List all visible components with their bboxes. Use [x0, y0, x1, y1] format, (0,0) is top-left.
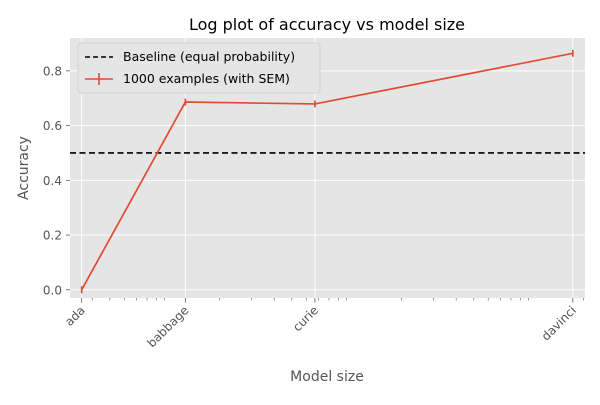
- y-axis-label: Accuracy: [16, 136, 32, 200]
- x-tick-label: curie: [290, 303, 321, 334]
- legend: Baseline (equal probability) 1000 exampl…: [78, 43, 320, 93]
- x-tick-label: babbage: [144, 303, 191, 350]
- legend-baseline-label: Baseline (equal probability): [123, 49, 295, 64]
- y-tick-label: 0.6: [43, 119, 62, 133]
- x-ticks: ada babbage curie davinci: [62, 298, 579, 350]
- legend-series-label: 1000 examples (with SEM): [123, 71, 290, 86]
- y-tick-label: 0.0: [43, 283, 62, 297]
- y-tick-label: 0.4: [43, 174, 62, 188]
- x-minor-ticks: [92, 298, 583, 301]
- x-axis-label: Model size: [290, 369, 364, 385]
- y-ticks: 0.0 0.2 0.4 0.6 0.8: [43, 64, 70, 297]
- chart-title: Log plot of accuracy vs model size: [189, 15, 465, 34]
- y-tick-label: 0.2: [43, 229, 62, 243]
- x-tick-label: davinci: [539, 303, 579, 343]
- y-tick-label: 0.8: [43, 64, 62, 78]
- x-tick-label: ada: [62, 303, 88, 329]
